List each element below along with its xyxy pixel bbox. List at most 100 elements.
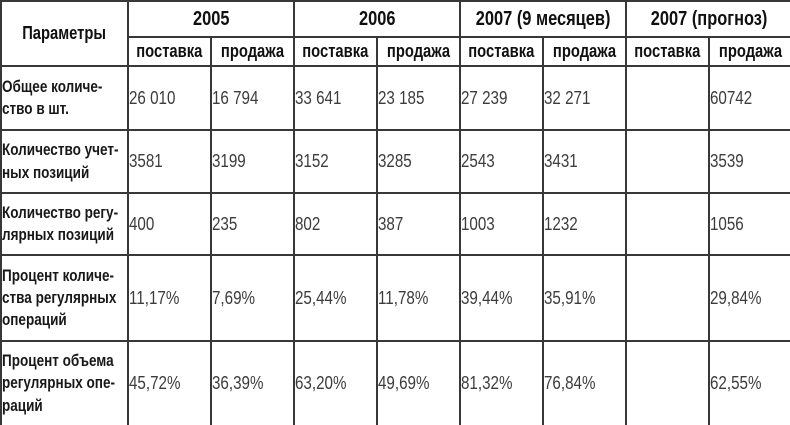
row-label-text: Общее количе- ство в шт. <box>2 77 103 118</box>
data-cell: 39,44% <box>459 254 544 342</box>
data-cell-value: 3285 <box>378 150 412 172</box>
row-label: Общее количе- ство в шт. <box>0 65 129 131</box>
data-cell: 3539 <box>708 129 790 194</box>
table-row-accounting-positions: Количество учет- ных позиций 3581 3199 3… <box>0 129 790 194</box>
sub-header-supply-2005: поставка <box>127 36 212 67</box>
data-cell: 1003 <box>459 192 544 256</box>
sub-header-label: поставка <box>302 41 369 62</box>
table-row-percent-count-regular: Процент количе- ства регулярных операций… <box>0 254 790 342</box>
data-cell-value: 3199 <box>212 150 246 172</box>
data-cell-value: 35,91% <box>544 286 596 308</box>
sub-header-supply-2007-9m: поставка <box>459 36 544 67</box>
year-header-2007-9m-label: 2007 (9 месяцев) <box>475 7 611 30</box>
param-column-header: Параметры <box>0 0 129 67</box>
data-cell: 35,91% <box>542 254 627 342</box>
sub-header-label: продажа <box>220 41 285 62</box>
data-cell-empty <box>625 192 710 256</box>
data-cell-value: 49,69% <box>378 372 430 394</box>
data-cell: 33 641 <box>293 65 378 131</box>
data-cell: 60742 <box>708 65 790 131</box>
data-cell: 1232 <box>542 192 627 256</box>
data-cell-value: 1056 <box>710 212 744 234</box>
sub-header-sale-2005: продажа <box>210 36 295 67</box>
data-cell: 45,72% <box>127 340 212 425</box>
row-label: Количество учет- ных позиций <box>0 129 129 194</box>
data-cell: 25,44% <box>293 254 378 342</box>
data-cell: 16 794 <box>210 65 295 131</box>
data-cell-value: 60742 <box>710 86 753 108</box>
data-cell-value: 3431 <box>544 150 578 172</box>
data-cell-value: 25,44% <box>295 286 347 308</box>
data-cell-value: 23 185 <box>378 86 425 108</box>
data-cell-value: 3581 <box>129 150 163 172</box>
row-label: Процент количе- ства регулярных операций <box>0 254 129 342</box>
row-label-text: Количество учет- ных позиций <box>2 141 119 182</box>
data-cell: 3285 <box>376 129 461 194</box>
data-cell-value: 3152 <box>295 150 329 172</box>
year-header-2005: 2005 <box>127 0 295 38</box>
data-cell-value: 235 <box>212 212 238 234</box>
table-row-total-units: Общее количе- ство в шт. 26 010 16 794 3… <box>0 65 790 131</box>
sub-header-label: продажа <box>552 41 617 62</box>
data-cell-value: 2543 <box>461 150 495 172</box>
table-row-regular-positions: Количество регу- лярных позиций 400 235 … <box>0 192 790 256</box>
data-cell: 3431 <box>542 129 627 194</box>
data-cell-empty <box>625 129 710 194</box>
data-cell-empty <box>625 65 710 131</box>
sub-header-supply-2007-forecast: поставка <box>625 36 710 67</box>
data-cell-value: 32 271 <box>544 86 591 108</box>
sub-header-supply-2006: поставка <box>293 36 378 67</box>
year-header-2007-9m: 2007 (9 месяцев) <box>459 0 627 38</box>
row-label: Процент объема регулярных опе- раций <box>0 340 129 425</box>
row-label-text: Количество регу- лярных позиций <box>2 203 119 244</box>
row-label-text: Процент количе- ства регулярных операций <box>2 266 117 330</box>
data-cell-value: 39,44% <box>461 286 513 308</box>
data-cell-value: 400 <box>129 212 155 234</box>
data-cell: 7,69% <box>210 254 295 342</box>
data-cell-value: 26 010 <box>129 86 176 108</box>
sub-header-sale-2007-forecast: продажа <box>708 36 790 67</box>
data-cell-value: 802 <box>295 212 321 234</box>
data-cell: 62,55% <box>708 340 790 425</box>
data-cell: 76,84% <box>542 340 627 425</box>
data-cell-value: 45,72% <box>129 372 181 394</box>
data-cell-value: 11,17% <box>129 286 180 308</box>
data-cell: 63,20% <box>293 340 378 425</box>
sub-header-sale-2007-9m: продажа <box>542 36 627 67</box>
sub-header-label: поставка <box>468 41 535 62</box>
data-cell: 11,17% <box>127 254 212 342</box>
header-row-subcolumns: поставка продажа поставка продажа постав… <box>1 36 790 67</box>
data-cell-value: 16 794 <box>212 86 259 108</box>
data-cell-value: 62,55% <box>710 372 762 394</box>
data-cell-empty <box>625 254 710 342</box>
header-row-years: Параметры 2005 2006 2007 (9 месяцев) 200… <box>0 0 790 67</box>
data-cell: 49,69% <box>376 340 461 425</box>
data-cell-value: 63,20% <box>295 372 347 394</box>
data-cell: 29,84% <box>708 254 790 342</box>
data-cell: 3152 <box>293 129 378 194</box>
data-cell-value: 387 <box>378 212 404 234</box>
data-cell: 27 239 <box>459 65 544 131</box>
data-cell: 11,78% <box>376 254 461 342</box>
data-cell-value: 81,32% <box>461 372 513 394</box>
data-cell: 23 185 <box>376 65 461 131</box>
data-cell: 1056 <box>708 192 790 256</box>
data-cell-value: 36,39% <box>212 372 264 394</box>
row-label: Количество регу- лярных позиций <box>0 192 129 256</box>
data-cell-value: 76,84% <box>544 372 596 394</box>
data-cell: 400 <box>127 192 212 256</box>
param-column-header-label: Параметры <box>22 23 107 44</box>
data-cell-value: 1003 <box>461 212 495 234</box>
data-cell: 26 010 <box>127 65 212 131</box>
data-cell-empty <box>625 340 710 425</box>
data-cell-value: 29,84% <box>710 286 762 308</box>
data-cell-value: 33 641 <box>295 86 342 108</box>
sub-header-label: продажа <box>386 41 451 62</box>
year-header-2005-label: 2005 <box>192 7 230 30</box>
sub-header-label: поставка <box>136 41 203 62</box>
data-cell-value: 7,69% <box>212 286 256 308</box>
data-cell: 3581 <box>127 129 212 194</box>
year-header-2007-forecast: 2007 (прогноз) <box>625 0 790 38</box>
data-cell: 235 <box>210 192 295 256</box>
